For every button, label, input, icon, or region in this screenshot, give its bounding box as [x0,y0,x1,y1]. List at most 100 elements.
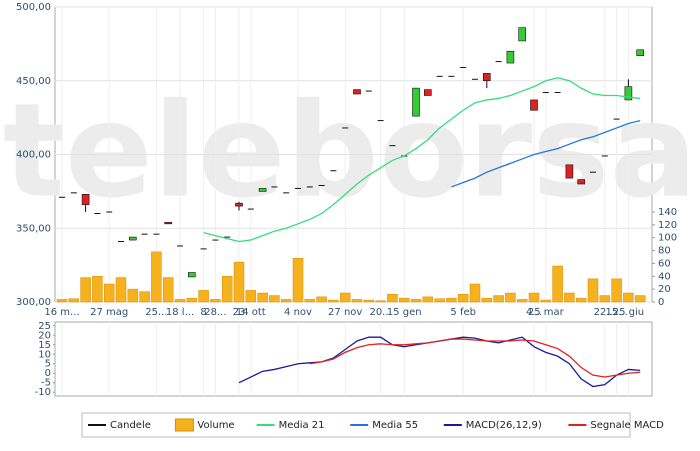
candle-body [636,49,645,56]
macd-tick-label: 5 [45,359,51,370]
volume-bar [564,292,575,303]
volume-bar [552,265,563,303]
x-tick-label: 22... [594,307,616,318]
volume-bar [139,291,150,303]
x-tick-label: 4... [526,307,542,318]
x-tick-label: 25... [145,307,167,318]
candle-body [129,236,137,241]
candle-body [188,272,196,278]
volume-bar [575,297,587,303]
line-series [309,338,641,378]
volume-bar [434,298,445,303]
candle-body [258,188,267,192]
x-tick-label: 27 mag [90,307,128,318]
x-tick-label: 14 ott [236,307,266,318]
x-tick-label: 25 mar [528,307,565,318]
volume-bar [151,251,162,303]
macd-tick-label: 0 [45,368,51,379]
candle-body [518,27,527,42]
candle-body [506,50,515,64]
y2-tick-label: 120 [658,220,677,231]
x-tick-label: 15 gen [387,307,422,318]
macd-panel [54,321,653,397]
volume-bar [469,283,481,303]
line-series [203,77,641,243]
volume-bar [245,290,257,303]
macd-tick-label: -10 [35,387,51,398]
volume-bar [56,299,68,303]
candle-body [577,179,586,185]
y2-tick-label: 60 [658,258,671,269]
y-tick-label: 450,00 [16,76,51,87]
candle-body [353,89,361,95]
volume-bar [174,299,186,303]
volume-bar [68,298,80,303]
volume-bar [446,297,457,303]
y-tick-label: 500,00 [16,2,51,13]
x-tick-label: 4 nov [284,307,312,318]
volume-bar [80,277,91,303]
volume-bar [233,261,245,303]
y-tick-label: 350,00 [16,223,51,234]
legend-label: Segnale MACD [590,420,664,431]
volume-bar [221,276,233,303]
candle-body [624,86,633,101]
x-tick-label: 18 l... [166,307,194,318]
y-tick-label: 300,00 [16,297,51,308]
x-tick-label: 23 [233,307,246,318]
x-tick-label: 20... [369,307,391,318]
volume-bar [363,299,375,303]
x-tick-label: 15... [605,307,627,318]
watermark: teleborsa [3,75,698,227]
volume-bar [92,276,103,303]
volume-bar [528,292,540,303]
volume-bar [634,295,646,303]
volume-bar [127,288,139,303]
volume-bar [387,294,398,303]
volume-bar [611,278,622,303]
volume-bar [410,299,422,303]
x-tick-label: 27 nov [328,307,362,318]
legend-label: Candele [110,420,151,431]
legend-label: Media 21 [279,420,325,431]
candle-body [164,222,172,225]
candle-body [423,89,432,96]
volume-bar [398,297,410,303]
volume-bar [587,278,599,303]
volume-bar [623,292,634,303]
legend-label: MACD(26,12,9) [466,420,542,431]
volume-bar [505,292,516,303]
y2-tick-label: 80 [658,246,671,257]
volume-bar [328,299,339,303]
y2-tick-label: 40 [658,271,671,282]
volume-bar [316,296,327,303]
volume-bar [351,299,363,303]
y-tick-label: 400,00 [16,150,51,161]
y2-tick-label: 100 [658,233,677,244]
x-tick-label: 8 [200,307,206,318]
legend-label: Media 55 [372,420,418,431]
line-series [451,119,641,188]
volume-bar [257,292,268,303]
volume-bar [540,299,552,303]
candle-body [565,164,574,179]
macd-tick-label: 25 [38,321,51,332]
volume-bar [198,290,209,303]
volume-bar [269,295,280,303]
volume-bar [457,294,469,303]
volume-bar [422,296,434,303]
volume-bar [304,299,316,303]
y2-tick-label: 0 [658,297,664,308]
legend-swatch [174,418,194,432]
y2-tick-label: 140 [658,207,677,218]
volume-bar [186,297,198,303]
volume-bar [115,277,127,303]
macd-tick-label: -5 [41,378,51,389]
x-tick-label: 28... [204,307,226,318]
x-tick-label: 5 feb [450,307,476,318]
candle-body [530,99,538,111]
x-tick-label: 25 giu [613,307,644,318]
volume-bar [280,299,292,303]
volume-bar [339,292,351,303]
macd-tick-label: 20 [38,330,51,341]
